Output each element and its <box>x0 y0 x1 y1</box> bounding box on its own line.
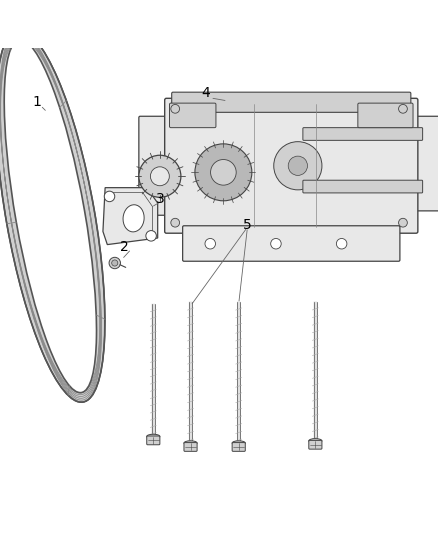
Circle shape <box>271 238 281 249</box>
Ellipse shape <box>232 441 245 445</box>
Circle shape <box>195 144 252 201</box>
Text: 4: 4 <box>201 86 210 101</box>
FancyBboxPatch shape <box>183 226 400 261</box>
FancyBboxPatch shape <box>358 103 413 128</box>
FancyBboxPatch shape <box>152 304 155 435</box>
Circle shape <box>274 142 322 190</box>
Circle shape <box>109 257 120 269</box>
Ellipse shape <box>123 205 144 232</box>
Circle shape <box>104 191 115 201</box>
FancyBboxPatch shape <box>189 302 192 442</box>
Circle shape <box>205 238 215 249</box>
FancyBboxPatch shape <box>184 442 197 451</box>
Circle shape <box>112 260 118 266</box>
FancyBboxPatch shape <box>237 302 240 442</box>
FancyBboxPatch shape <box>303 128 423 140</box>
FancyBboxPatch shape <box>303 180 423 193</box>
FancyBboxPatch shape <box>139 116 177 215</box>
Text: 1: 1 <box>33 95 42 109</box>
Circle shape <box>150 167 170 185</box>
Circle shape <box>171 104 180 113</box>
Circle shape <box>139 155 181 197</box>
FancyBboxPatch shape <box>309 440 322 449</box>
FancyBboxPatch shape <box>172 92 411 112</box>
FancyBboxPatch shape <box>165 98 418 233</box>
Text: 5: 5 <box>243 218 252 232</box>
Ellipse shape <box>0 30 105 402</box>
FancyBboxPatch shape <box>415 116 438 211</box>
Polygon shape <box>103 188 158 245</box>
Ellipse shape <box>184 441 197 445</box>
Circle shape <box>171 219 180 227</box>
Circle shape <box>211 159 236 185</box>
Ellipse shape <box>309 439 322 443</box>
Circle shape <box>399 104 407 113</box>
Circle shape <box>146 231 156 241</box>
Circle shape <box>399 219 407 227</box>
Text: 2: 2 <box>120 240 129 254</box>
FancyBboxPatch shape <box>314 302 317 440</box>
FancyBboxPatch shape <box>170 103 216 128</box>
Ellipse shape <box>4 39 96 393</box>
FancyBboxPatch shape <box>232 442 245 451</box>
Ellipse shape <box>147 434 160 439</box>
Text: 3: 3 <box>155 191 164 206</box>
Circle shape <box>336 238 347 249</box>
FancyBboxPatch shape <box>147 436 160 445</box>
Circle shape <box>288 156 307 175</box>
